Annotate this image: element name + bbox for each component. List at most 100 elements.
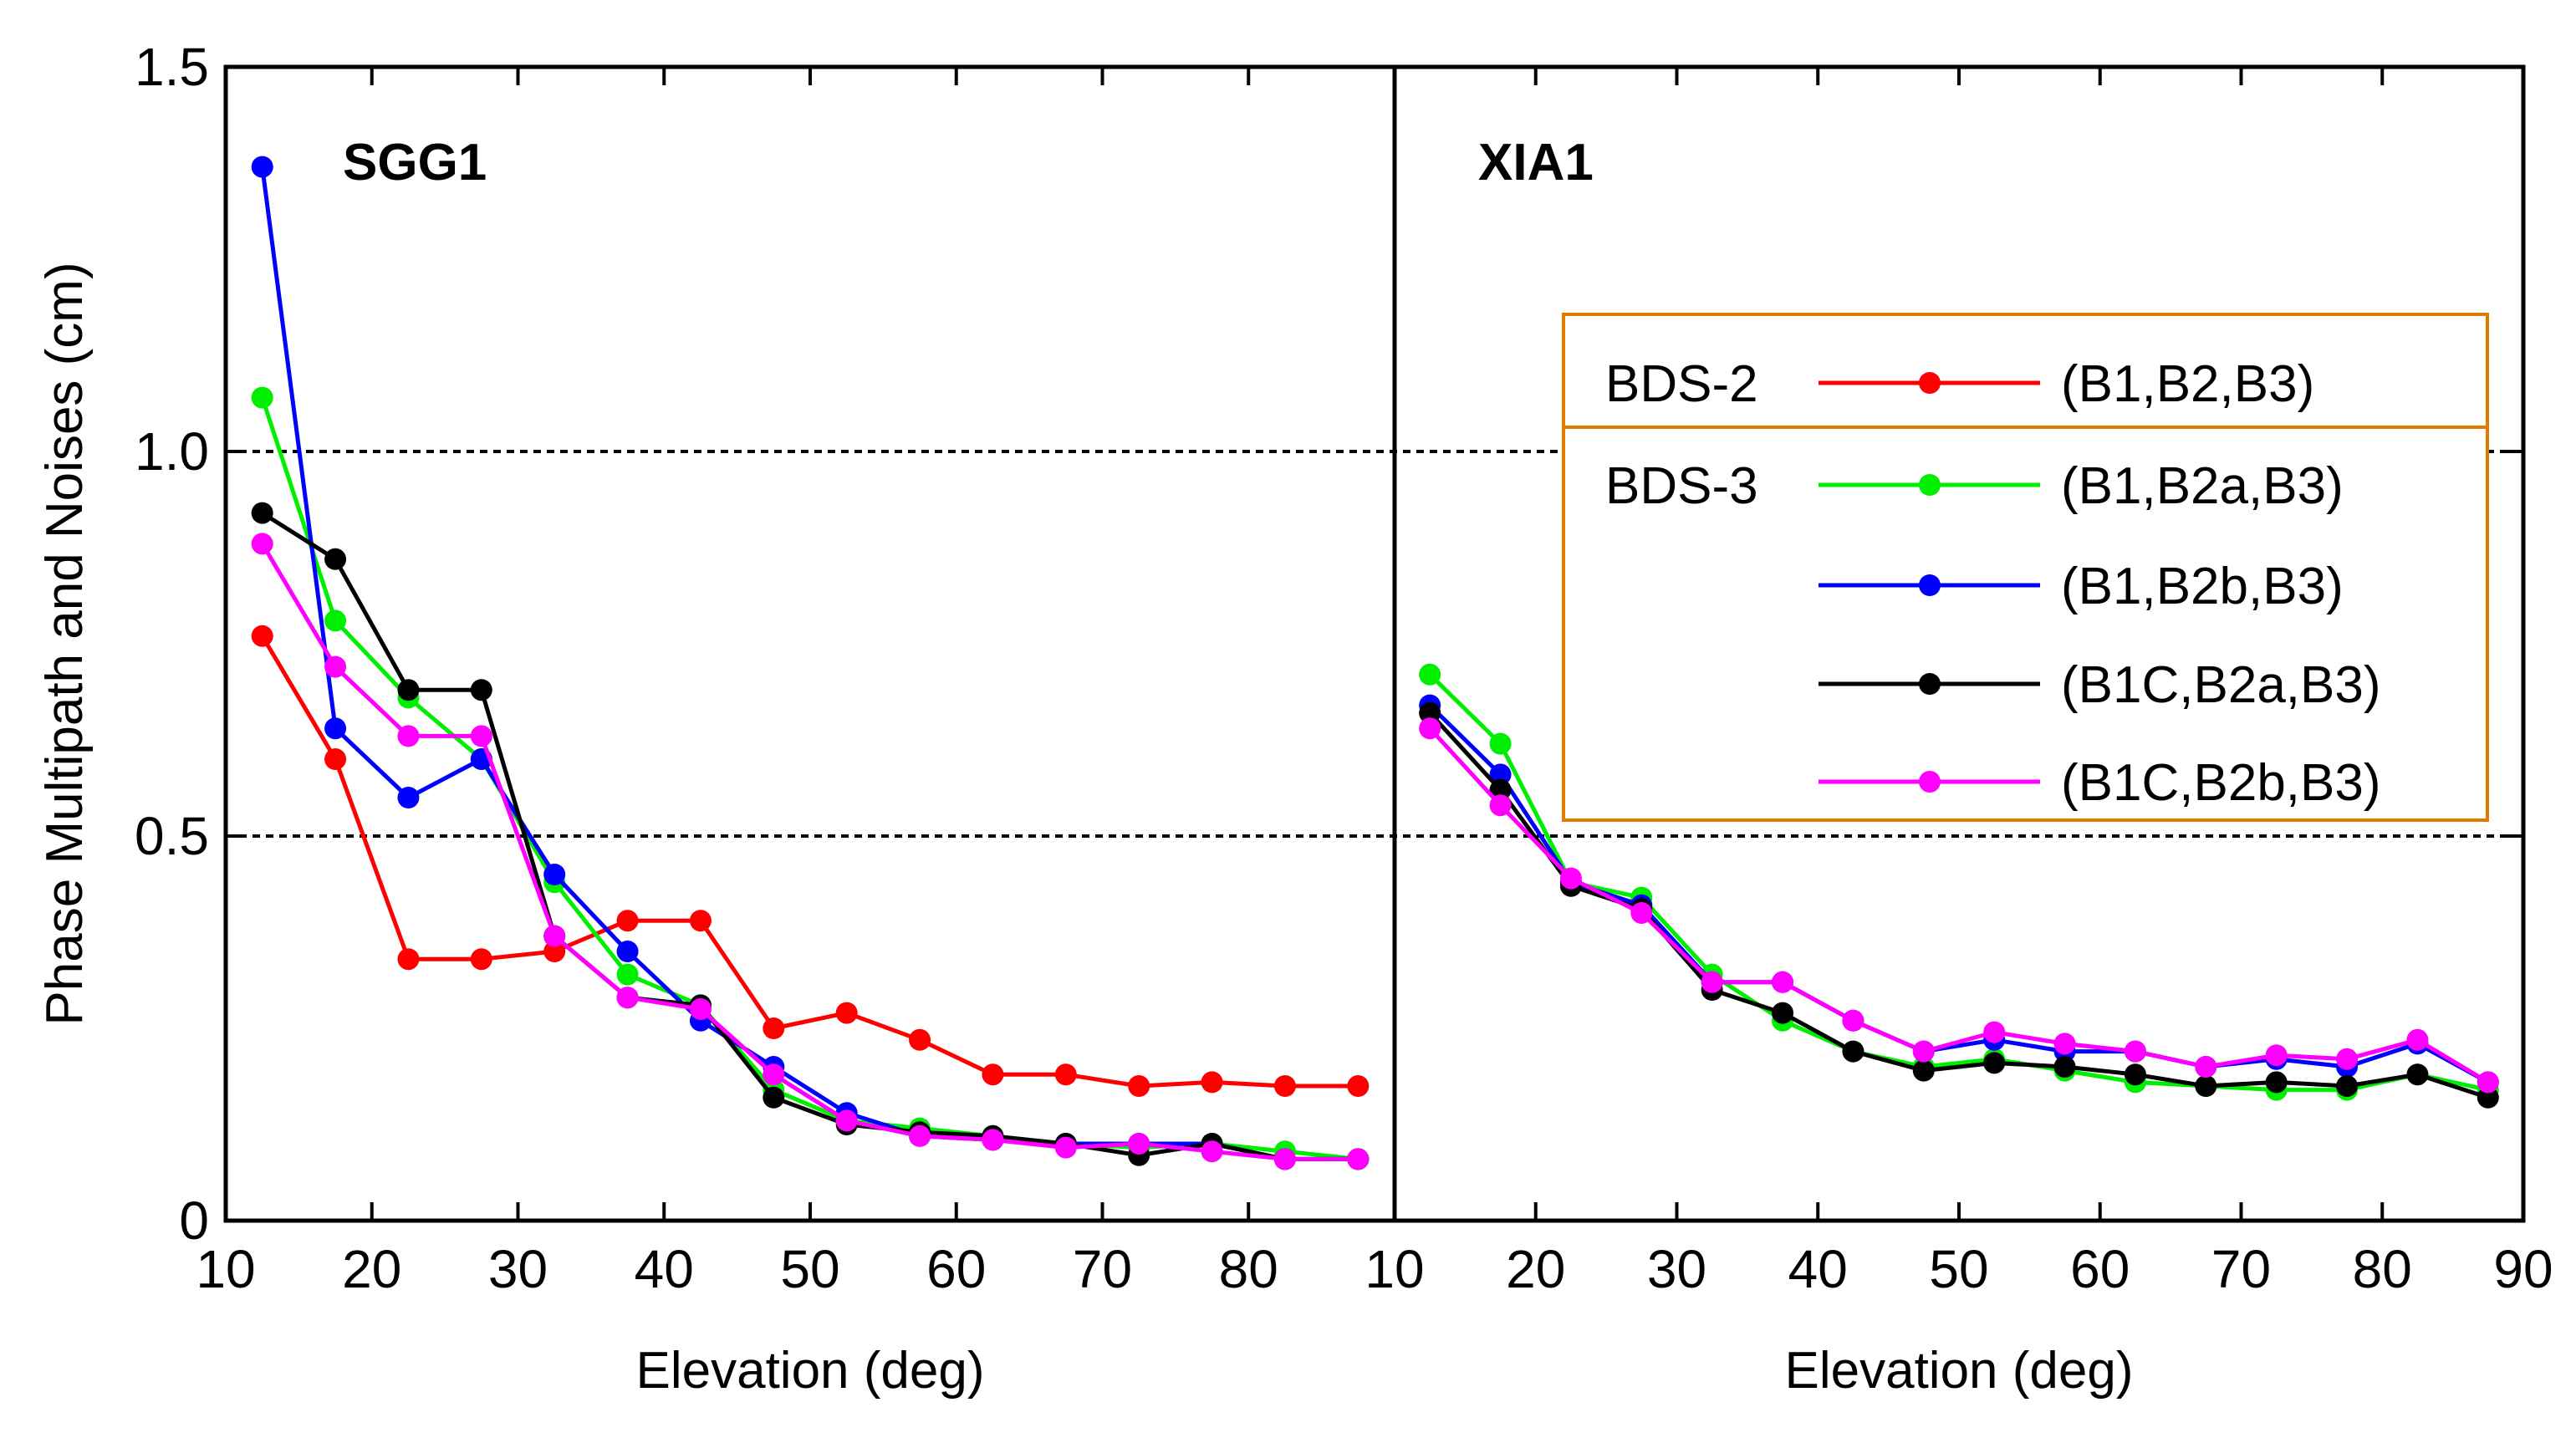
data-point — [1912, 1059, 1935, 1082]
data-point — [2477, 1086, 2499, 1109]
data-point — [2195, 1075, 2217, 1097]
data-point — [616, 987, 639, 1009]
legend-marker — [1919, 673, 1941, 695]
data-point — [1419, 663, 1441, 686]
data-point — [1983, 1021, 2006, 1043]
data-point — [616, 941, 639, 962]
data-point — [1128, 1133, 1150, 1155]
data-point — [1559, 867, 1582, 890]
data-point — [2124, 1063, 2146, 1086]
legend-box-bds2 — [1562, 313, 2489, 429]
data-point — [835, 1002, 858, 1024]
y-axis-title: Phase Multipath and Noises (cm) — [36, 262, 94, 1025]
data-point — [251, 156, 273, 178]
series-line-(B1,B2a,B3) — [1428, 673, 2489, 1093]
y-tick-label: 0.5 — [135, 806, 209, 866]
data-point — [397, 679, 420, 701]
data-point — [689, 910, 712, 932]
data-point — [1912, 1040, 1935, 1063]
series-line-(B1C,B2b,B3) — [1428, 727, 2490, 1084]
x-tick-label: 20 — [1506, 1239, 1565, 1299]
data-point — [543, 925, 566, 947]
legend-group-bds3: BDS-3 — [1605, 457, 1758, 515]
legend-label: (B1,B2a,B3) — [2061, 457, 2344, 515]
data-point — [1201, 1140, 1223, 1163]
legend-label: (B1,B2b,B3) — [2061, 558, 2344, 615]
data-point — [2124, 1040, 2146, 1063]
series-line-(B1,B2a,B3) — [260, 396, 1359, 1161]
data-point — [470, 725, 492, 747]
legend-label: (B1C,B2a,B3) — [2061, 656, 2381, 714]
data-point — [2053, 1033, 2076, 1055]
data-point — [324, 548, 347, 570]
data-point — [1772, 1002, 1794, 1024]
series-line-(B1,B2b,B3) — [260, 166, 1359, 1161]
x-tick-label: 30 — [488, 1239, 548, 1299]
data-point — [2336, 1075, 2359, 1097]
data-point — [1054, 1063, 1077, 1086]
x-tick-label: 60 — [926, 1239, 986, 1299]
data-point — [1054, 1136, 1077, 1159]
data-point — [1630, 902, 1653, 924]
data-point — [543, 864, 566, 885]
data-point — [324, 655, 347, 678]
data-point — [1128, 1075, 1150, 1097]
x-tick-label: 20 — [342, 1239, 401, 1299]
x-axis-title-1: Elevation (deg) — [635, 1342, 984, 1400]
data-point — [1983, 1052, 2006, 1074]
panel-title-2: XIA1 — [1478, 134, 1594, 191]
data-point — [1273, 1075, 1296, 1097]
data-point — [397, 725, 420, 747]
data-point — [909, 1124, 931, 1147]
x-tick-label: 50 — [1929, 1239, 1988, 1299]
x-tick-label: 40 — [1788, 1239, 1848, 1299]
data-point — [2406, 1063, 2429, 1086]
legend-group-bds2: BDS-2 — [1605, 355, 1758, 413]
data-point — [1489, 794, 1512, 817]
legend-marker — [1919, 372, 1941, 394]
data-point — [2477, 1071, 2499, 1094]
x-tick-label: 30 — [1647, 1239, 1706, 1299]
data-point — [324, 748, 347, 770]
data-point — [982, 1063, 1004, 1086]
legend-marker — [1919, 771, 1941, 793]
data-point — [1842, 1040, 1864, 1063]
data-point — [616, 963, 639, 986]
y-tick-label: 1.0 — [135, 421, 209, 482]
data-point — [2265, 1044, 2288, 1067]
data-point — [1489, 732, 1512, 755]
x-tick-label: 10 — [196, 1239, 255, 1299]
legend-label: (B1C,B2b,B3) — [2061, 754, 2381, 812]
data-point — [982, 1129, 1004, 1151]
data-point — [616, 910, 639, 932]
data-point — [1347, 1075, 1370, 1097]
data-point — [763, 1063, 785, 1086]
data-point — [397, 787, 420, 808]
data-point — [1701, 971, 1723, 993]
data-point — [2265, 1071, 2288, 1094]
data-point — [1419, 701, 1441, 724]
x-tick-label: 60 — [2070, 1239, 2130, 1299]
x-tick-label: 10 — [1365, 1239, 1424, 1299]
legend-label: (B1,B2,B3) — [2061, 355, 2314, 413]
data-point — [835, 1109, 858, 1132]
data-point — [251, 625, 273, 647]
data-point — [909, 1028, 931, 1051]
data-point — [763, 1017, 785, 1039]
legend-marker — [1919, 574, 1941, 596]
data-point — [1842, 1009, 1864, 1032]
y-tick-label: 0 — [179, 1191, 209, 1251]
y-tick-label: 1.5 — [135, 37, 209, 97]
x-axis-title-2: Elevation (deg) — [1784, 1342, 2133, 1400]
data-point — [1419, 717, 1441, 740]
data-point — [470, 948, 492, 971]
data-point — [324, 717, 347, 740]
data-point — [1772, 971, 1794, 993]
data-point — [397, 948, 420, 971]
data-point — [2336, 1048, 2359, 1070]
data-point — [1489, 763, 1512, 786]
series-line-(B1C,B2b,B3) — [260, 543, 1359, 1161]
x-tick-label: 50 — [780, 1239, 839, 1299]
